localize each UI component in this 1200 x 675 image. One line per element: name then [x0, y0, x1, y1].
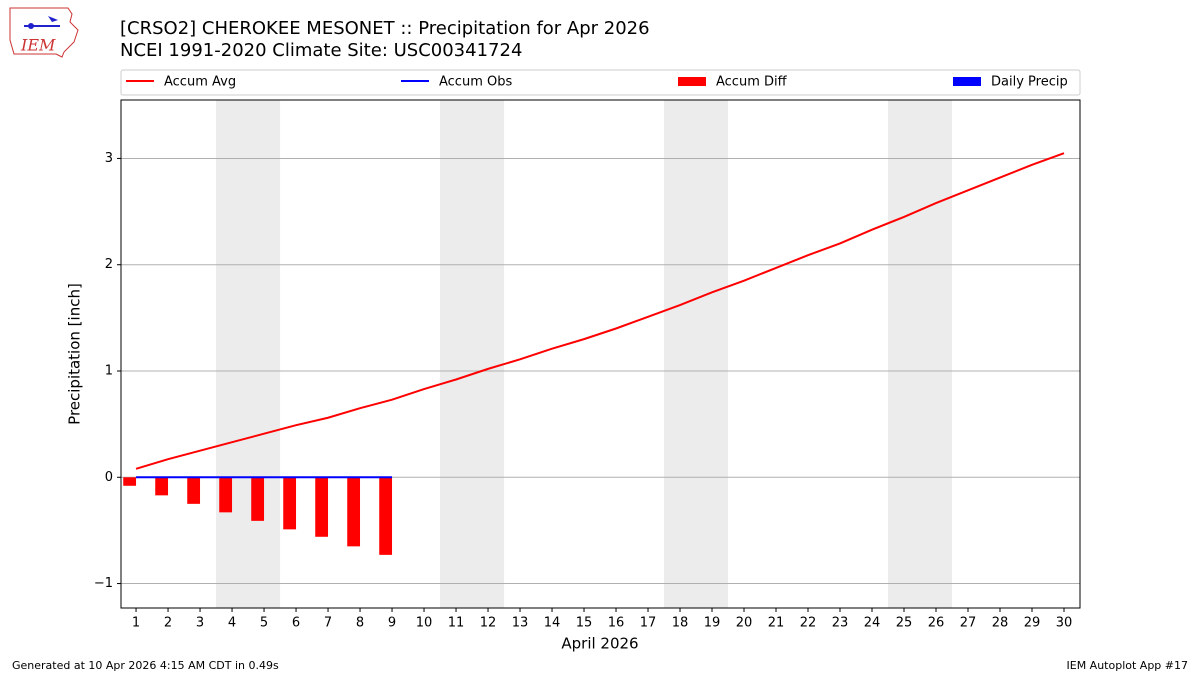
x-tick-label: 2	[164, 616, 172, 631]
line	[135, 152, 1065, 470]
x-tick-label: 4	[228, 616, 236, 631]
x-tick-label: 20	[736, 616, 753, 631]
chart-subtitle: NCEI 1991-2020 Climate Site: USC00341724	[120, 40, 522, 61]
x-tick-label: 7	[324, 616, 332, 631]
y-tick-label: 0	[105, 470, 113, 485]
x-tick-label: 23	[832, 616, 849, 631]
y-tick-label: 1	[105, 364, 113, 379]
bar	[219, 477, 233, 513]
y-tick-label: 3	[105, 151, 113, 166]
legend-label: Daily Precip	[991, 75, 1068, 90]
x-tick-label: 10	[416, 616, 433, 631]
x-tick-label: 18	[672, 616, 689, 631]
x-tick-label: 30	[1056, 616, 1073, 631]
x-tick-label: 13	[512, 616, 529, 631]
x-tick-label: 21	[768, 616, 785, 631]
logo-text: IEM	[20, 36, 56, 55]
x-tick-label: 17	[640, 616, 657, 631]
bar	[251, 477, 265, 521]
x-tick-label: 27	[960, 616, 977, 631]
weekend-span	[664, 100, 729, 608]
logo: IEM	[9, 7, 79, 58]
legend-label: Accum Avg	[164, 75, 236, 90]
bar	[283, 477, 297, 530]
x-tick-label: 6	[292, 616, 300, 631]
legend-swatch	[678, 77, 706, 86]
weekend-span	[440, 100, 505, 608]
bar	[155, 477, 169, 496]
y-axis-label: Precipitation [inch]	[66, 283, 84, 425]
y-tick-label: −1	[94, 576, 113, 591]
legend-swatch	[953, 77, 981, 86]
bar	[379, 477, 393, 555]
x-tick-label: 26	[928, 616, 945, 631]
bar	[187, 477, 201, 504]
x-tick-label: 15	[576, 616, 593, 631]
x-axis-label: April 2026	[561, 635, 638, 653]
x-tick-label: 19	[704, 616, 721, 631]
x-tick-label: 12	[480, 616, 497, 631]
x-tick-label: 5	[260, 616, 268, 631]
legend-label: Accum Obs	[439, 75, 512, 90]
x-tick-label: 16	[608, 616, 625, 631]
x-tick-label: 9	[388, 616, 396, 631]
x-tick-label: 1	[132, 616, 140, 631]
bar	[315, 477, 329, 537]
weekend-span	[216, 100, 281, 608]
x-tick-label: 25	[896, 616, 913, 631]
x-tick-label: 8	[356, 616, 364, 631]
footer-right: IEM Autoplot App #17	[1067, 659, 1189, 672]
y-tick-label: 2	[105, 257, 113, 272]
footer-left: Generated at 10 Apr 2026 4:15 AM CDT in …	[12, 659, 279, 672]
x-tick-label: 24	[864, 616, 881, 631]
x-tick-label: 29	[1024, 616, 1041, 631]
chart-title: [CRSO2] CHEROKEE MESONET :: Precipitatio…	[120, 18, 650, 39]
x-tick-label: 3	[196, 616, 204, 631]
plot-frame	[120, 99, 1081, 609]
weekend-span	[888, 100, 953, 608]
x-tick-label: 28	[992, 616, 1009, 631]
bar	[347, 477, 361, 547]
x-tick-label: 11	[448, 616, 465, 631]
bar	[123, 477, 137, 486]
x-tick-label: 22	[800, 616, 817, 631]
x-tick-label: 14	[544, 616, 561, 631]
legend-box	[120, 69, 1081, 96]
legend-label: Accum Diff	[716, 75, 788, 90]
